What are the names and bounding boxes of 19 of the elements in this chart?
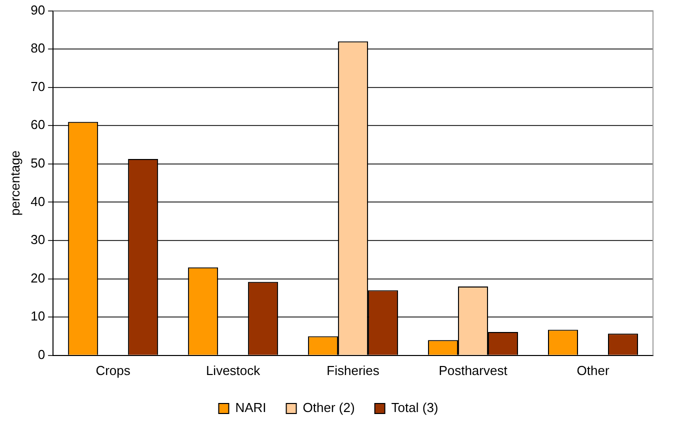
y-tick-label: 60 (30, 117, 46, 132)
legend-label: Total (3) (391, 400, 438, 416)
x-tick-label: Crops (96, 362, 131, 378)
y-tick-label: 40 (30, 194, 46, 209)
legend-label: NARI (235, 400, 266, 416)
x-tick-label: Postharvest (438, 362, 508, 378)
legend-label: Other (2) (302, 400, 355, 416)
y-tick-label: 10 (30, 308, 46, 324)
x-tick-label: Other (576, 362, 610, 378)
y-tick-label: 30 (30, 232, 46, 248)
y-tick-label: 0 (38, 346, 46, 362)
y-tick-label: 70 (30, 78, 46, 94)
y-axis-title: percentage (7, 150, 22, 216)
y-tick-label: 90 (30, 2, 46, 18)
x-tick-label: Livestock (206, 362, 261, 378)
y-tick-label: 20 (30, 270, 46, 286)
y-tick-label: 80 (30, 40, 46, 56)
y-tick-label: 50 (30, 156, 46, 171)
x-tick-label: Fisheries (326, 362, 380, 378)
